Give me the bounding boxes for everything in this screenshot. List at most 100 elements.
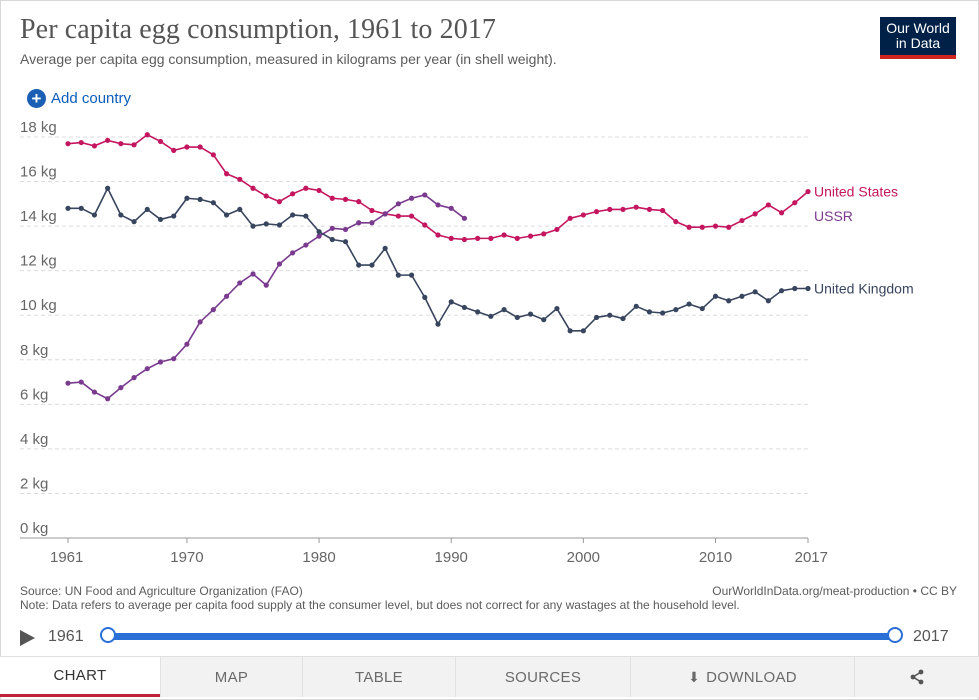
data-point — [765, 202, 771, 208]
data-point — [607, 206, 613, 213]
data-note: Note: Data refers to average per capita … — [20, 598, 740, 612]
source-url-license[interactable]: OurWorldInData.org/meat-production • CC … — [712, 584, 957, 598]
data-point — [660, 207, 666, 214]
data-point — [131, 375, 137, 381]
data-point — [250, 185, 256, 191]
timeline-end-handle[interactable] — [887, 627, 903, 643]
tab-map[interactable]: MAP — [160, 657, 302, 697]
data-point — [316, 229, 322, 235]
data-point — [739, 217, 745, 224]
y-tick-label: 18 kg — [20, 119, 57, 136]
data-point — [237, 176, 243, 182]
data-point — [290, 250, 296, 256]
data-point — [395, 272, 401, 278]
data-point — [488, 313, 494, 319]
data-point — [620, 315, 626, 322]
data-point — [91, 212, 98, 218]
data-point — [395, 213, 401, 219]
data-point — [382, 245, 388, 251]
data-point — [303, 213, 309, 219]
data-point — [712, 223, 719, 229]
data-point — [210, 152, 216, 158]
data-point — [250, 271, 256, 277]
data-point — [184, 195, 190, 201]
data-point — [408, 195, 415, 201]
timeline-track[interactable] — [108, 633, 895, 640]
tab-sources-label: SOURCES — [504, 668, 582, 686]
data-point — [369, 207, 375, 214]
data-point — [184, 144, 190, 150]
tab-chart[interactable]: CHART — [0, 657, 160, 697]
play-icon[interactable] — [20, 630, 35, 646]
y-tick-label: 10 kg — [20, 297, 57, 314]
data-point — [197, 319, 203, 325]
series-label: United Kingdom — [814, 280, 914, 296]
data-point — [699, 305, 705, 312]
owid-logo[interactable]: Our World in Data — [880, 17, 956, 59]
data-point — [435, 321, 441, 327]
data-point — [329, 195, 335, 201]
data-point — [356, 220, 362, 226]
y-tick-label: 2 kg — [20, 475, 48, 492]
add-country-button[interactable]: + Add country — [27, 89, 131, 108]
tab-download[interactable]: ⬇ DOWNLOAD — [630, 657, 854, 697]
share-icon — [910, 669, 924, 685]
data-point — [646, 206, 653, 213]
y-tick-label: 4 kg — [20, 431, 48, 448]
data-point — [118, 385, 124, 391]
data-point — [144, 206, 150, 213]
share-button[interactable] — [854, 657, 979, 697]
data-point — [435, 202, 441, 208]
x-tick-label: 1990 — [435, 549, 468, 566]
data-point — [765, 298, 771, 304]
data-point — [778, 210, 785, 216]
tab-sources[interactable]: SOURCES — [455, 657, 630, 697]
data-point — [501, 307, 507, 313]
data-point — [118, 212, 124, 218]
tab-table[interactable]: TABLE — [302, 657, 455, 697]
data-point — [263, 193, 269, 199]
data-point — [726, 224, 732, 230]
data-point — [237, 206, 243, 213]
data-point — [514, 235, 520, 241]
data-point — [633, 303, 639, 309]
data-point — [329, 225, 335, 231]
data-point — [792, 285, 798, 292]
data-point — [184, 341, 190, 347]
data-point — [422, 192, 428, 198]
data-point — [712, 293, 719, 299]
y-tick-label: 0 kg — [20, 520, 48, 537]
data-point — [276, 222, 283, 228]
data-point — [369, 220, 375, 226]
data-point — [660, 310, 666, 316]
download-icon: ⬇ — [688, 668, 701, 685]
data-point — [461, 236, 468, 243]
data-point — [210, 200, 216, 206]
timeline-start-handle[interactable] — [100, 627, 116, 643]
x-tick-label: 2017 — [795, 549, 828, 566]
data-point — [78, 379, 84, 385]
tab-download-label: DOWNLOAD — [706, 668, 797, 686]
data-point — [422, 222, 428, 228]
data-point — [554, 305, 560, 312]
data-point — [223, 171, 230, 177]
data-point — [342, 196, 349, 202]
timeline-start-year: 1961 — [48, 628, 84, 645]
data-point — [607, 312, 613, 318]
data-point — [593, 209, 600, 215]
data-point — [488, 235, 494, 241]
data-point — [726, 298, 732, 304]
data-point — [541, 231, 547, 237]
data-point — [157, 359, 164, 365]
data-point — [171, 147, 177, 153]
x-tick-label: 1961 — [50, 549, 83, 566]
data-point — [792, 200, 798, 206]
data-point — [157, 216, 164, 223]
data-point — [448, 299, 454, 305]
data-point — [65, 380, 71, 386]
data-point — [263, 221, 269, 227]
data-point — [210, 307, 216, 313]
data-point — [356, 199, 362, 205]
series-label: United States — [814, 184, 898, 200]
data-point — [567, 328, 573, 334]
